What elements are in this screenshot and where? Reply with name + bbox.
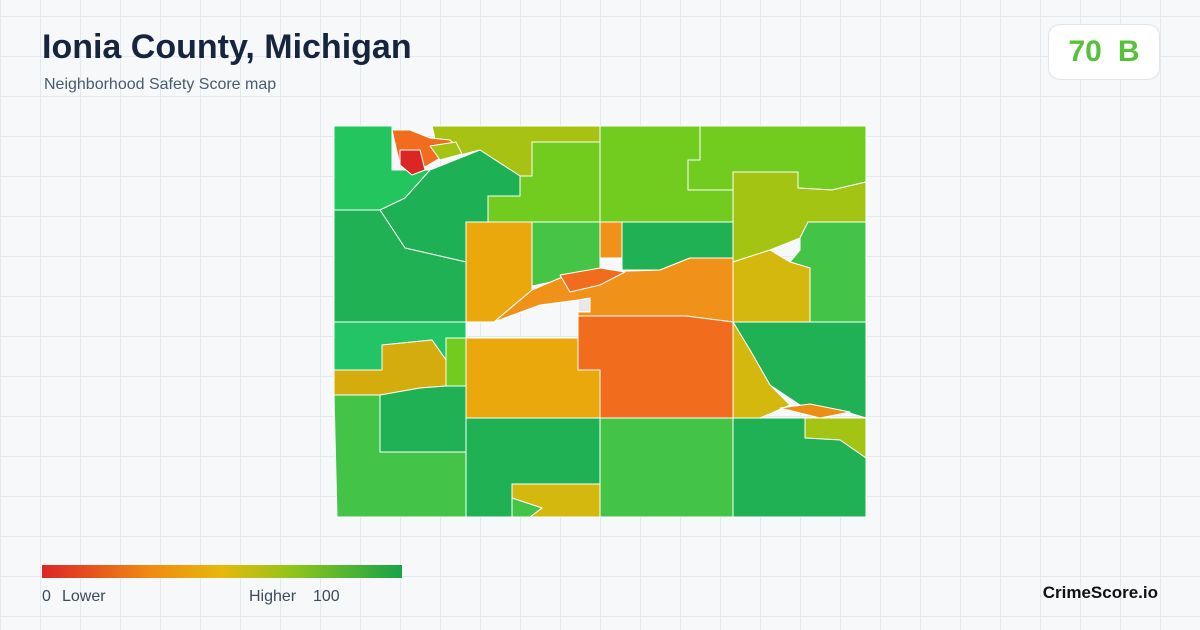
legend-max-label: Higher bbox=[249, 588, 297, 605]
legend-gradient bbox=[42, 565, 402, 578]
title: Ionia County, Michigan bbox=[42, 28, 412, 66]
region bbox=[379, 385, 467, 453]
region bbox=[511, 497, 543, 518]
legend-min-label: Lower bbox=[62, 588, 106, 605]
subtitle: Neighborhood Safety Score map bbox=[44, 76, 277, 93]
score-badge: 70 B bbox=[1048, 24, 1160, 80]
legend-min-value: 0 bbox=[42, 588, 51, 605]
score-value: 70 bbox=[1068, 35, 1102, 68]
legend-max-value: 100 bbox=[313, 588, 340, 605]
region bbox=[559, 267, 626, 293]
region bbox=[577, 297, 591, 313]
score-grade: B bbox=[1117, 35, 1140, 68]
region bbox=[429, 141, 463, 161]
region bbox=[577, 315, 734, 419]
region bbox=[779, 403, 851, 419]
region bbox=[599, 417, 734, 518]
region bbox=[599, 221, 623, 259]
region bbox=[445, 337, 467, 387]
region bbox=[399, 149, 426, 176]
brand: CrimeScore.io bbox=[1042, 583, 1158, 602]
region bbox=[732, 417, 867, 518]
